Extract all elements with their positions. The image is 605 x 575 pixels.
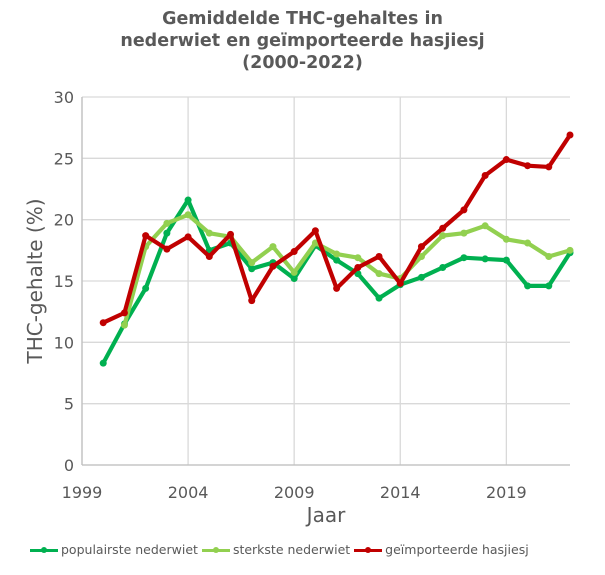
y-tick-label: 15: [54, 272, 74, 291]
y-tick-label: 30: [54, 88, 74, 107]
chart-title-line-2: nederwiet en geïmporteerde hasjiesj: [120, 31, 485, 51]
legend-item: sterkste nederwiet: [201, 542, 351, 557]
data-point: [333, 284, 341, 292]
gridlines: [81, 96, 570, 466]
chart-title: Gemiddelde THC-gehaltes in nederwiet en …: [0, 8, 605, 74]
y-tick-label: 25: [54, 149, 74, 168]
data-point: [375, 252, 383, 260]
data-point: [163, 229, 171, 237]
data-point: [311, 227, 319, 235]
data-point: [205, 229, 213, 237]
legend-label: geïmporteerde hasjiesj: [385, 542, 529, 557]
data-point: [333, 256, 341, 264]
data-point: [502, 256, 510, 264]
data-point: [290, 268, 298, 276]
data-point: [417, 273, 425, 281]
legend-item: geïmporteerde hasjiesj: [354, 542, 529, 557]
data-point: [333, 250, 341, 258]
data-point: [269, 243, 277, 251]
legend-item: populairste nederwiet: [30, 542, 198, 557]
data-point: [481, 222, 489, 230]
data-point: [460, 254, 468, 262]
legend-label: populairste nederwiet: [61, 542, 198, 557]
legend-line-marker-icon: [354, 545, 383, 555]
data-point: [502, 156, 510, 164]
data-point: [566, 246, 574, 254]
data-point: [163, 219, 171, 227]
data-point: [375, 270, 383, 278]
data-point: [417, 243, 425, 251]
data-point: [524, 162, 532, 170]
chart-title-line-3: (2000-2022): [242, 53, 363, 73]
series-geïmporteerde-hasjiesj: [99, 131, 574, 327]
x-tick-label: 2009: [274, 483, 315, 502]
data-point: [248, 259, 256, 267]
data-point: [545, 163, 553, 171]
y-axis-ticks: 0 5 10 15 20 25 30: [54, 88, 74, 475]
data-point: [375, 294, 383, 302]
x-axis-ticks: 1999 2004 2009 2014 2019: [62, 483, 527, 502]
data-point: [99, 319, 107, 327]
data-point: [481, 255, 489, 263]
y-tick-label: 10: [54, 333, 74, 352]
data-point: [184, 233, 192, 241]
data-point: [354, 264, 362, 272]
data-point: [163, 245, 171, 253]
legend-label: sterkste nederwiet: [232, 542, 351, 557]
data-point: [524, 239, 532, 247]
data-point: [120, 321, 128, 329]
y-tick-label: 5: [64, 395, 74, 414]
data-point: [205, 252, 213, 260]
data-point: [396, 279, 404, 287]
x-tick-label: 2004: [168, 483, 209, 502]
data-point: [481, 172, 489, 180]
data-point: [502, 235, 510, 243]
legend-line-marker-icon: [30, 545, 58, 555]
data-point: [566, 131, 574, 139]
data-point: [227, 230, 235, 238]
data-point: [545, 282, 553, 290]
chart-legend: populairste nederwiet sterkste nederwiet g…: [30, 542, 533, 557]
data-point: [439, 264, 447, 272]
data-point: [248, 265, 256, 273]
legend-line-marker-icon: [201, 545, 230, 555]
x-axis-label: Jaar: [305, 503, 346, 527]
data-point: [184, 211, 192, 219]
data-point: [439, 232, 447, 240]
data-point: [417, 252, 425, 260]
y-tick-label: 0: [64, 456, 74, 475]
x-tick-label: 2014: [380, 483, 421, 502]
data-point: [184, 196, 192, 204]
data-point: [545, 252, 553, 260]
series-lines: [99, 131, 574, 367]
data-point: [354, 254, 362, 262]
data-point: [439, 224, 447, 232]
y-axis-label: THC-gehalte (%): [23, 198, 47, 364]
data-point: [460, 229, 468, 237]
data-point: [269, 262, 277, 270]
series-line: [122, 212, 573, 328]
series-sterkste-nederwiet: [120, 211, 574, 329]
x-tick-label: 2019: [486, 483, 527, 502]
data-point: [99, 359, 107, 367]
data-point: [142, 284, 150, 292]
chart-title-line-1: Gemiddelde THC-gehaltes in: [162, 9, 443, 29]
x-tick-label: 1999: [62, 483, 103, 502]
series-line: [101, 132, 573, 325]
data-point: [290, 275, 298, 283]
y-tick-label: 20: [54, 211, 74, 230]
data-point: [290, 248, 298, 256]
data-point: [120, 309, 128, 317]
data-point: [524, 282, 532, 290]
data-point: [248, 297, 256, 305]
data-point: [142, 232, 150, 240]
data-point: [460, 206, 468, 214]
